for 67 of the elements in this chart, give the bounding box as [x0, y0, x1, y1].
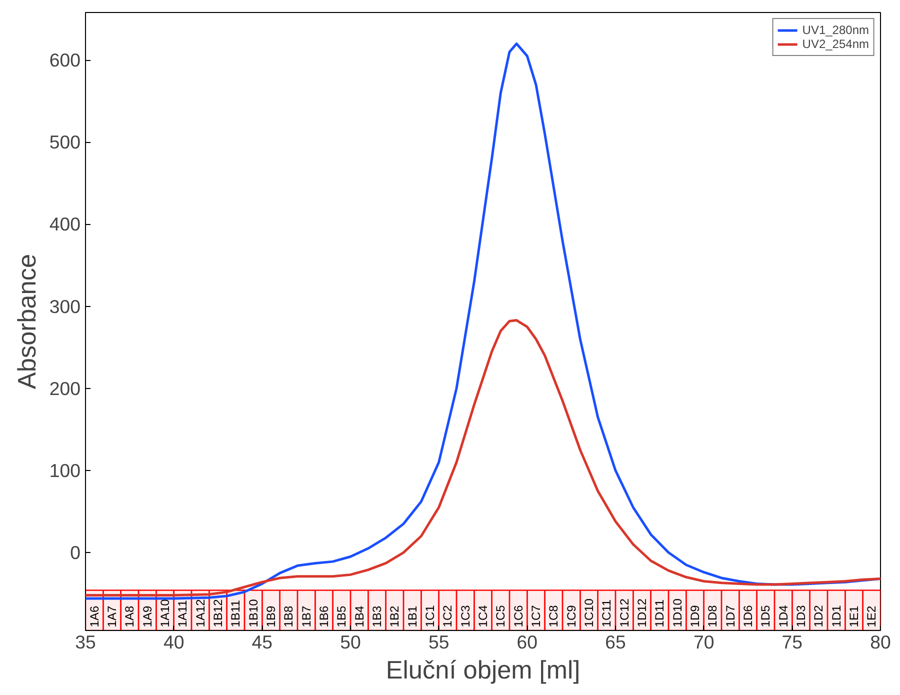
y-tick-label: 500: [49, 132, 81, 153]
band-label: 1B3: [370, 606, 384, 628]
band-label: 1A10: [158, 598, 172, 628]
band-label: 1A7: [105, 606, 119, 628]
band-label: 1D9: [688, 604, 702, 628]
x-axis-title: Eluční objem [ml]: [386, 656, 580, 684]
band-label: 1B10: [246, 598, 260, 628]
y-tick-label: 100: [49, 460, 81, 481]
x-tick-label: 35: [75, 632, 96, 652]
band-label: 1B6: [317, 606, 331, 628]
band-label: 1C7: [529, 604, 543, 628]
band-label: 1C6: [511, 604, 526, 628]
x-tick-label: 70: [693, 632, 714, 652]
band-label: 1C10: [582, 598, 596, 628]
band-label: 1C11: [600, 599, 614, 628]
band-label: 1B8: [282, 606, 296, 628]
x-tick-label: 50: [340, 632, 361, 652]
band-label: 1C5: [494, 604, 508, 628]
band-label: 1D8: [706, 604, 720, 628]
band-label: 1D2: [812, 604, 826, 628]
x-tick-label: 75: [782, 632, 803, 652]
band-label: 1D4: [776, 604, 790, 628]
band-label: 1C8: [546, 604, 561, 628]
band-label: 1D5: [758, 604, 773, 628]
band-label: 1B5: [334, 606, 349, 628]
band-label: 1D7: [723, 604, 738, 628]
x-tick-label: 65: [605, 632, 626, 652]
y-axis-title: Absorbance: [13, 254, 42, 390]
band-label: 1E2: [864, 606, 879, 628]
line-series: [84, 319, 882, 596]
band-label: 1B9: [264, 606, 278, 628]
y-tick-label: 200: [49, 378, 81, 399]
band-label: 1A12: [193, 598, 208, 628]
band-label: 1A6: [87, 606, 102, 628]
band-label: 1A11: [176, 600, 190, 628]
band-label: 1D1: [829, 604, 844, 628]
band-label: 1B4: [352, 606, 366, 628]
band-label: 1C12: [617, 598, 632, 628]
band-label: 1B12: [211, 598, 225, 628]
y-tick-label: 600: [49, 50, 81, 71]
band-label: 1D3: [794, 604, 808, 628]
band-label: 1E1: [847, 606, 861, 628]
band-label: 1D12: [635, 598, 649, 628]
band-label: 1D11: [652, 599, 667, 628]
band-label: 1C3: [458, 604, 472, 628]
x-tick-label: 80: [870, 632, 891, 652]
x-tick-label: 60: [516, 632, 538, 652]
band-label: 1C1: [423, 604, 437, 628]
y-tick-label: 400: [49, 214, 81, 235]
x-tick-label: 45: [252, 632, 273, 652]
y-tick-label: 300: [49, 296, 81, 317]
band-label: 1C2: [440, 604, 455, 628]
band-label: 1B11: [228, 600, 243, 628]
legend-label: UV2_254nm: [802, 37, 869, 51]
x-tick-label: 55: [428, 632, 450, 652]
band-label: 1B7: [299, 606, 314, 628]
legend-label: UV1_280nm: [802, 23, 869, 37]
band-label: 1A8: [122, 606, 137, 628]
y-tick-label: 0: [70, 542, 81, 564]
band-label: 1D6: [741, 604, 755, 628]
x-tick-label: 40: [163, 632, 184, 652]
band-label: 1B2: [388, 606, 402, 628]
band-label: 1A9: [140, 606, 154, 628]
band-label: 1D10: [670, 598, 684, 628]
band-label: 1B1: [405, 606, 420, 628]
band-label: 1C9: [564, 604, 578, 628]
band-label: 1C4: [476, 604, 490, 628]
